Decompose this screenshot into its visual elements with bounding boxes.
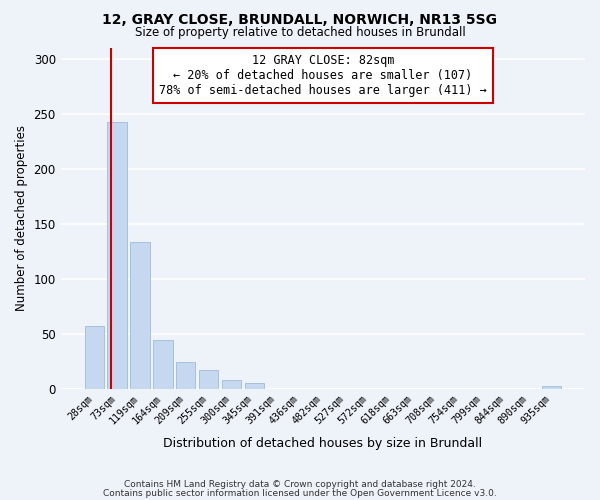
- Text: Size of property relative to detached houses in Brundall: Size of property relative to detached ho…: [134, 26, 466, 39]
- Text: 12, GRAY CLOSE, BRUNDALL, NORWICH, NR13 5SG: 12, GRAY CLOSE, BRUNDALL, NORWICH, NR13 …: [103, 12, 497, 26]
- Y-axis label: Number of detached properties: Number of detached properties: [15, 125, 28, 311]
- Bar: [199, 370, 218, 388]
- Bar: [245, 383, 264, 388]
- Text: 12 GRAY CLOSE: 82sqm
← 20% of detached houses are smaller (107)
78% of semi-deta: 12 GRAY CLOSE: 82sqm ← 20% of detached h…: [159, 54, 487, 98]
- Text: Contains HM Land Registry data © Crown copyright and database right 2024.: Contains HM Land Registry data © Crown c…: [124, 480, 476, 489]
- Bar: [130, 242, 149, 388]
- Bar: [221, 380, 241, 388]
- Bar: [176, 362, 196, 388]
- Bar: [153, 340, 173, 388]
- X-axis label: Distribution of detached houses by size in Brundall: Distribution of detached houses by size …: [163, 437, 482, 450]
- Bar: [542, 386, 561, 388]
- Bar: [107, 122, 127, 388]
- Bar: [85, 326, 104, 388]
- Text: Contains public sector information licensed under the Open Government Licence v3: Contains public sector information licen…: [103, 488, 497, 498]
